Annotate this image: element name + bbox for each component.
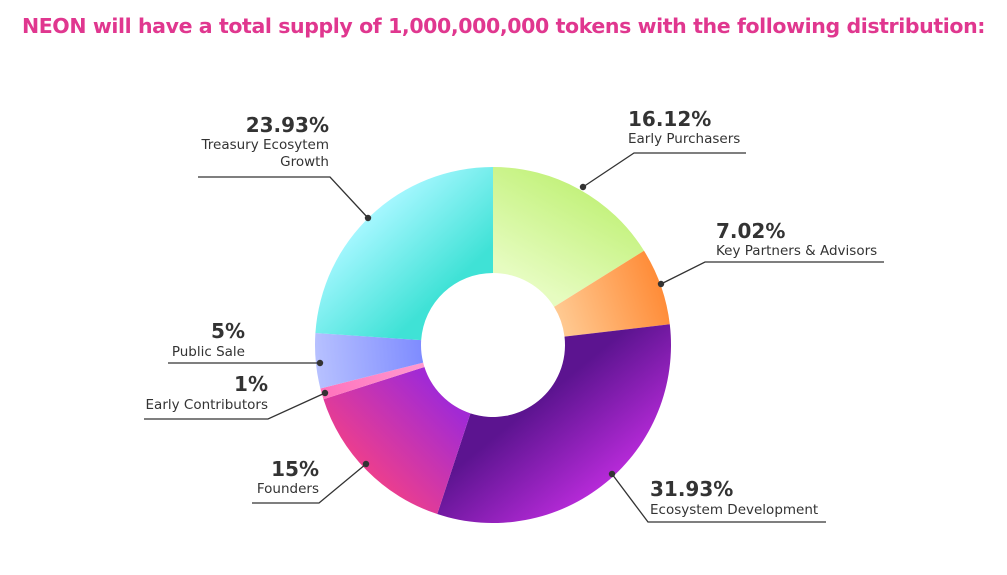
- data-label-name-early-purchasers: Early Purchasers: [628, 131, 740, 147]
- leader-dot-key-partners-and-advisors: [657, 280, 665, 288]
- leader-dot-public-sale: [316, 359, 324, 367]
- leader-line-early-purchasers: [582, 152, 746, 188]
- data-label-pct-early-purchasers: 16.12%: [628, 107, 711, 131]
- leader-dot-founders: [362, 460, 370, 468]
- data-label-name-founders: Founders: [257, 481, 319, 497]
- data-label-name-treasury-ecosytem-growth: Treasury Ecosytem: [201, 137, 330, 153]
- leader-line-treasury-ecosytem-growth: [198, 176, 369, 219]
- data-label-pct-early-contributors: 1%: [234, 372, 268, 396]
- slice-ecosystem-development: [437, 324, 671, 523]
- slice-treasury-ecosytem-growth: [315, 167, 493, 341]
- leader-line-key-partners-and-advisors: [660, 261, 884, 285]
- data-label-pct-ecosystem-development: 31.93%: [650, 477, 733, 501]
- leader-line-founders: [252, 463, 367, 504]
- data-label-name-treasury-ecosytem-growth-line2: Growth: [280, 154, 329, 170]
- slice-early-purchasers: [493, 167, 645, 307]
- leader-line-early-contributors: [144, 392, 326, 420]
- data-label-pct-public-sale: 5%: [211, 319, 245, 343]
- data-label-pct-founders: 15%: [271, 457, 319, 481]
- page-title: NEON will have a total supply of 1,000,0…: [21, 14, 986, 38]
- data-label-pct-key-partners-and-advisors: 7.02%: [716, 219, 785, 243]
- leader-line-ecosystem-development: [611, 473, 826, 523]
- leader-dot-ecosystem-development: [608, 470, 616, 478]
- slice-key-partners-and-advisors: [554, 250, 670, 337]
- leader-dot-treasury-ecosytem-growth: [364, 214, 372, 222]
- slice-early-contributors: [320, 362, 425, 400]
- data-label-name-public-sale: Public Sale: [172, 344, 245, 360]
- slice-public-sale: [315, 333, 424, 389]
- data-label-name-key-partners-and-advisors: Key Partners & Advisors: [716, 243, 877, 259]
- leader-dot-early-contributors: [321, 389, 329, 397]
- data-label-name-ecosystem-development: Ecosystem Development: [650, 502, 818, 518]
- leader-dot-early-purchasers: [579, 183, 587, 191]
- slice-founders: [323, 366, 471, 515]
- data-label-name-early-contributors: Early Contributors: [146, 397, 268, 413]
- data-label-pct-treasury-ecosytem-growth: 23.93%: [246, 113, 329, 137]
